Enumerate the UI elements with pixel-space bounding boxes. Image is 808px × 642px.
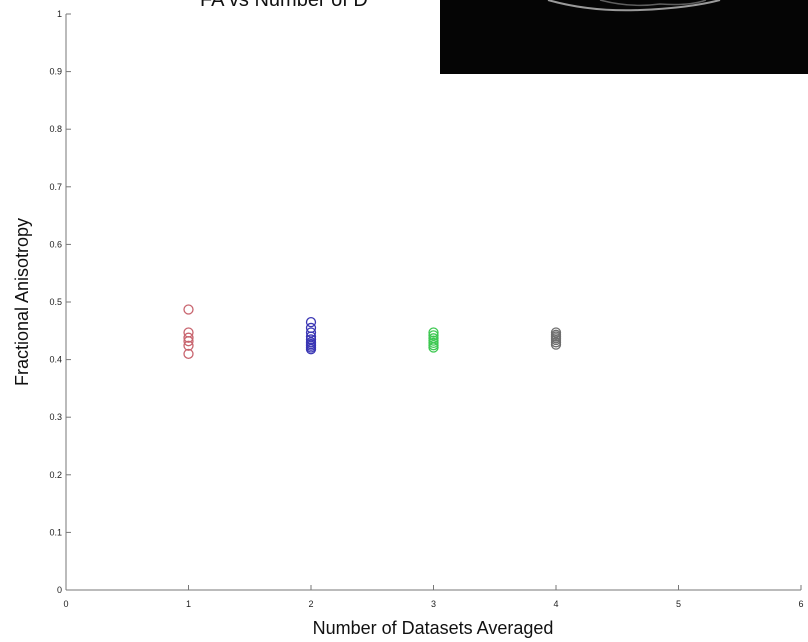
- data-point: [183, 348, 194, 359]
- y-tick-label: 0.2: [49, 470, 62, 480]
- x-tick-label: 4: [553, 599, 558, 609]
- y-tick-label: 0.4: [49, 355, 62, 365]
- y-axis-label: Fractional Anisotropy: [12, 218, 32, 386]
- y-tick-label: 0.7: [49, 182, 62, 192]
- data-point: [183, 340, 194, 351]
- x-tick-label: 5: [676, 599, 681, 609]
- y-tick-label: 1: [57, 9, 62, 19]
- plot-area: [66, 14, 801, 590]
- y-tick-label: 0.9: [49, 67, 62, 77]
- data-point: [428, 330, 439, 341]
- x-axis-ticks: 0 1 2 3 4 5 6: [63, 585, 804, 609]
- data-point: [305, 327, 317, 338]
- data-point: [550, 339, 562, 350]
- y-tick-label: 0.5: [49, 297, 62, 307]
- data-point: [183, 327, 194, 338]
- x-axis-label: Number of Datasets Averaged: [313, 618, 554, 638]
- x-tick-label: 6: [798, 599, 803, 609]
- data-point: [183, 332, 194, 343]
- data-point: [305, 317, 317, 328]
- y-tick-label: 0.1: [49, 527, 62, 537]
- inset-mri-image: [440, 0, 808, 74]
- data-point: [428, 342, 439, 353]
- mri-brain-outline-inner: [599, 0, 707, 7]
- data-point: [183, 304, 194, 315]
- y-tick-label: 0.3: [49, 412, 62, 422]
- x-tick-label: 1: [186, 599, 191, 609]
- data-point: [183, 336, 194, 347]
- chart-title: FA vs Number of D: [200, 0, 368, 11]
- y-tick-label: 0.8: [49, 124, 62, 134]
- mri-brain-outline: [547, 0, 721, 12]
- data-points: [183, 304, 562, 359]
- y-tick-label: 0: [57, 585, 62, 595]
- y-tick-label: 0.6: [49, 239, 62, 249]
- y-axis-ticks: 0 0.1 0.2 0.3 0.4 0.5 0.6 0.7 0.8 0.9 1: [49, 9, 71, 595]
- data-point: [428, 327, 439, 338]
- data-point: [305, 344, 317, 355]
- x-tick-label: 2: [308, 599, 313, 609]
- data-point: [305, 334, 317, 345]
- mri-brain-slice-icon: [440, 0, 808, 74]
- x-tick-label: 3: [431, 599, 436, 609]
- x-tick-label: 0: [63, 599, 68, 609]
